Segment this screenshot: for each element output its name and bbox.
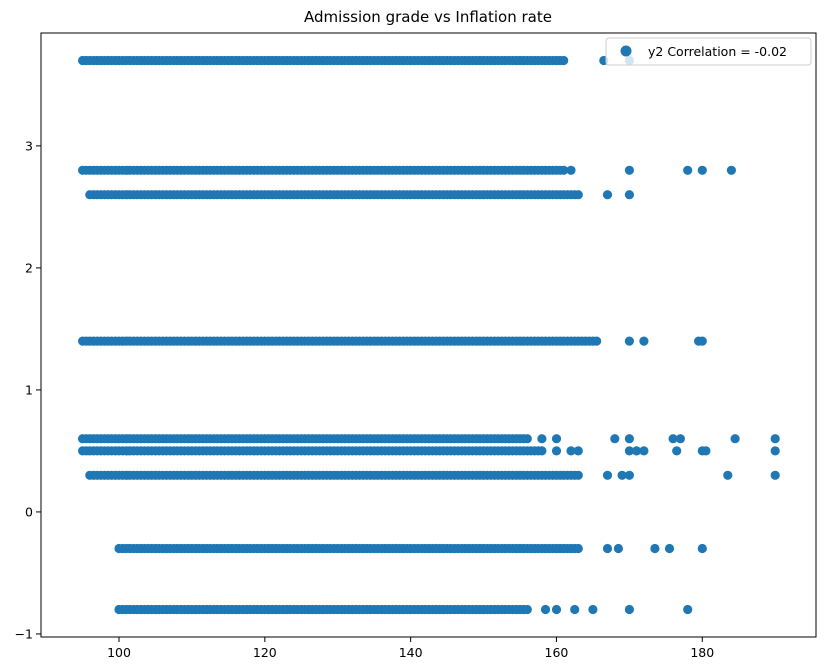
scatter-point [624,604,635,615]
y-axis: −1 0 1 2 3 [15,138,41,641]
legend: y2 Correlation = -0.02 [605,37,812,66]
scatter-point [624,434,635,444]
scatter-point [770,434,780,444]
scatter-point [730,434,740,444]
scatter-point [566,446,576,456]
scatter-point [624,336,635,346]
scatter-point [624,470,635,480]
x-tick-label: 120 [253,645,277,660]
y-tick-label: −1 [15,626,33,641]
scatter-point [602,470,613,480]
scatter-point [624,165,635,175]
scatter-point [602,543,613,554]
scatter-point [522,604,532,615]
scatter-point [551,446,562,456]
scatter-point [650,543,660,554]
scatter-point [613,543,624,554]
scatter-point [683,165,693,175]
scatter-point [573,190,583,200]
scatter-point [639,336,649,346]
y-tick-label: 2 [25,260,33,275]
scatter-point [559,165,569,175]
y-tick-label: 3 [25,138,33,153]
scatter-point [639,446,649,456]
scatter-point [573,446,583,456]
scatter-point [540,604,551,615]
scatter-point [551,604,562,615]
scatter-point [701,446,711,456]
scatter-point [559,55,569,66]
chart-title: Admission grade vs Inflation rate [304,8,552,26]
scatter-point [683,604,693,615]
scatter-point [675,434,686,444]
x-axis: 100 120 140 160 180 [107,637,714,660]
scatter-point [610,434,620,444]
scatter-point [697,543,707,554]
scatter-point [770,470,780,480]
x-tick-label: 100 [107,645,131,660]
scatter-point [617,470,627,480]
scatter-point [573,543,583,554]
scatter-point [537,446,547,456]
y-tick-label: 0 [25,504,33,519]
scatter-point [668,434,678,444]
scatter-point [570,604,580,615]
scatter-point [726,165,737,175]
scatter-point [770,446,780,456]
scatter-point [624,190,635,200]
axes-frame [40,32,817,638]
scatter-point [664,543,675,554]
scatter-point [624,446,635,456]
scatter-point [697,165,707,175]
scatter-point [602,190,613,200]
x-tick-label: 160 [545,645,569,660]
scatter-point [723,470,733,480]
legend-label: y2 Correlation = -0.02 [648,44,787,59]
y-tick-label: 1 [25,382,33,397]
scatter-point [537,434,547,444]
x-tick-label: 140 [399,645,423,660]
scatter-point [573,470,583,480]
scatter-point [592,336,602,346]
scatter-point [672,446,682,456]
scatter-point [588,604,598,615]
legend-marker [620,45,632,57]
x-tick-label: 180 [690,645,714,660]
legend-box [605,37,812,66]
scatter-point [522,434,532,444]
scatter-points [78,55,780,615]
scatter-point [632,446,642,456]
scatter-point [566,165,576,175]
scatter-point [697,336,707,346]
scatter-point [551,434,562,444]
